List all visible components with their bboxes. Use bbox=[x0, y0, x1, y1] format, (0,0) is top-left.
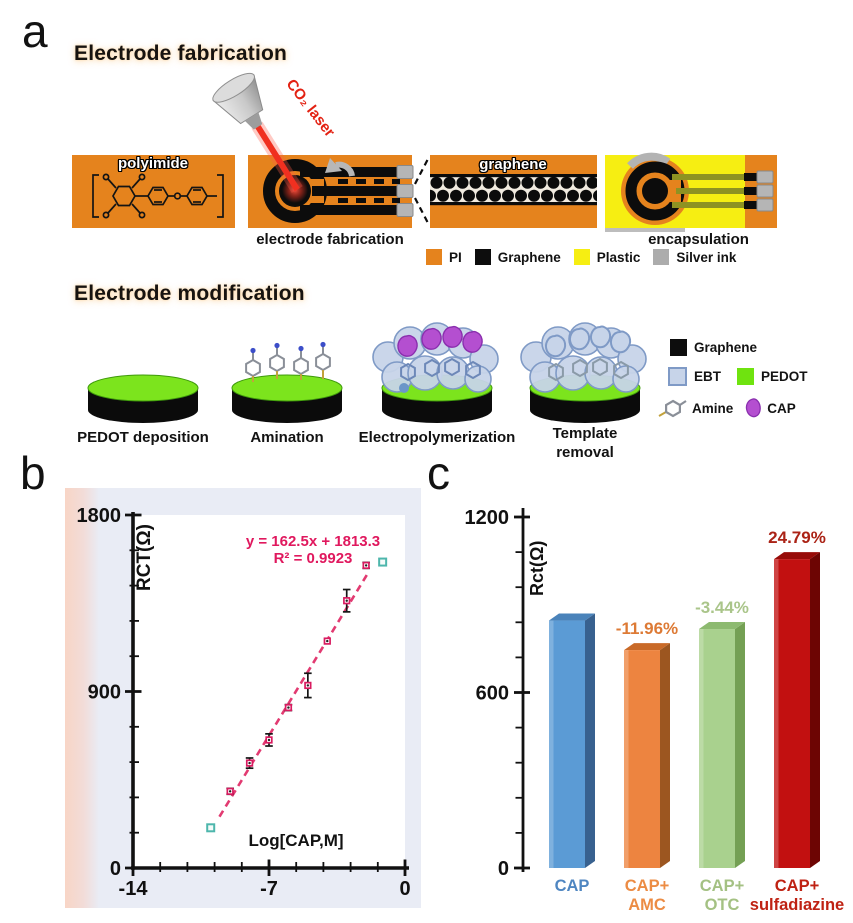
template-removal-disk bbox=[520, 322, 647, 423]
graphene-label: graphene bbox=[479, 156, 547, 173]
electrode-scribing-panel bbox=[248, 155, 414, 228]
fabrication-modification-graphics bbox=[72, 72, 777, 423]
b-y-axis-label: RCT(Ω) bbox=[134, 524, 155, 591]
c-y-axis-label: Rct(Ω) bbox=[527, 540, 547, 596]
silver-ink-swatch-icon bbox=[653, 249, 670, 265]
bar-face bbox=[774, 559, 810, 868]
legend-item-pi: PI bbox=[426, 249, 462, 265]
dot bbox=[399, 383, 409, 393]
pi-swatch-icon bbox=[426, 249, 442, 265]
svg-text:-7: -7 bbox=[260, 878, 278, 900]
fit-equation: y = 162.5x + 1813.3 R² = 0.9923 bbox=[232, 533, 394, 567]
empty-cap-cavities bbox=[545, 325, 632, 358]
b-x-axis-label: Log[CAP,M] bbox=[248, 831, 344, 850]
template-removal-label: Template removal bbox=[552, 425, 618, 461]
bar-face bbox=[549, 620, 585, 868]
co2-laser-icon bbox=[212, 72, 303, 194]
interference-bar-chart: 06001200CAP-11.96%CAP+AMC-3.44%CAP+OTC24… bbox=[465, 507, 845, 914]
pedot-deposition-label: PEDOT deposition bbox=[77, 429, 209, 446]
modification-legend: Graphene EBT PEDOT Amine CAP bbox=[656, 339, 808, 430]
legend-item-silver-ink: Silver ink bbox=[653, 249, 736, 265]
svg-text:CAP+: CAP+ bbox=[700, 877, 744, 895]
template-stems bbox=[400, 357, 481, 382]
encapsulation-panel bbox=[605, 152, 777, 232]
polyimide-structure bbox=[92, 173, 224, 219]
calibration-scatter-chart: 0 900 1800 -14 -7 0 bbox=[65, 488, 421, 908]
fabrication-legend: PI Graphene Plastic Silver ink bbox=[426, 249, 736, 265]
polyimide-label: polyimide bbox=[117, 155, 188, 172]
plastic-swatch-icon bbox=[573, 249, 590, 265]
bar-side bbox=[585, 613, 595, 868]
pedot-deposition-disk bbox=[87, 374, 199, 423]
svg-text:CAP+: CAP+ bbox=[625, 877, 669, 895]
svg-text:24.79%: 24.79% bbox=[768, 528, 826, 547]
legend-item-pedot: PEDOT bbox=[737, 368, 808, 385]
rotation-arrow-icon bbox=[335, 161, 355, 177]
svg-text:0: 0 bbox=[110, 858, 121, 880]
amination-label: Amination bbox=[250, 429, 324, 446]
graphene-swatch-icon bbox=[670, 339, 687, 356]
electropolymerization-label: Electropolymerization bbox=[358, 429, 516, 446]
outlier-point bbox=[206, 823, 216, 833]
bar-top bbox=[699, 622, 745, 630]
bar-side bbox=[810, 552, 820, 868]
cap-molecules bbox=[397, 325, 483, 357]
fit-equation-line1: y = 162.5x + 1813.3 bbox=[245, 533, 381, 550]
bar-face bbox=[624, 650, 660, 868]
legend-item-plastic: Plastic bbox=[573, 249, 640, 265]
panel-b-letter: b bbox=[20, 447, 46, 499]
legend-item-ebt: EBT bbox=[668, 367, 721, 386]
svg-text:-14: -14 bbox=[119, 878, 149, 900]
electrode-fabrication-caption: electrode fabrication bbox=[256, 231, 404, 248]
svg-text:AMC: AMC bbox=[628, 896, 666, 914]
bar-top bbox=[624, 643, 670, 651]
svg-text:OTC: OTC bbox=[705, 896, 740, 914]
polyimide-panel bbox=[72, 155, 235, 228]
graphene-swatch-icon bbox=[474, 249, 491, 265]
outlier-point bbox=[378, 557, 388, 567]
legend-item-cap: CAP bbox=[745, 397, 796, 419]
bar-top bbox=[549, 613, 595, 621]
fabrication-title: Electrode fabrication bbox=[74, 42, 288, 65]
svg-text:CAP+: CAP+ bbox=[775, 877, 819, 895]
svg-text:1800: 1800 bbox=[77, 505, 122, 527]
svg-text:0: 0 bbox=[399, 878, 410, 900]
modification-title: Electrode modification bbox=[74, 282, 305, 305]
svg-text:600: 600 bbox=[476, 683, 509, 705]
legend-item-amine: Amine bbox=[656, 397, 733, 419]
panel-c-letter: c bbox=[427, 447, 450, 499]
zoom-connector-lines bbox=[414, 156, 430, 226]
encapsulation-caption: encapsulation bbox=[648, 231, 749, 248]
graphene-panel bbox=[430, 155, 597, 228]
legend-item-graphene: Graphene bbox=[474, 249, 561, 265]
template-stems bbox=[548, 357, 629, 382]
ebt-swatch-icon bbox=[668, 367, 687, 386]
bar-side bbox=[735, 622, 745, 868]
svg-text:-3.44%: -3.44% bbox=[695, 598, 749, 617]
bar-top bbox=[774, 552, 820, 560]
bar-side bbox=[660, 643, 670, 868]
svg-text:0: 0 bbox=[498, 858, 509, 880]
electropolymerization-disk bbox=[372, 322, 499, 423]
bar-face bbox=[699, 629, 735, 868]
cap-icon bbox=[746, 397, 762, 417]
legend-item-graphene2: Graphene bbox=[670, 339, 757, 356]
svg-text:900: 900 bbox=[88, 682, 121, 704]
svg-text:-11.96%: -11.96% bbox=[616, 619, 678, 638]
amination-disk bbox=[231, 341, 343, 423]
svg-text:CAP: CAP bbox=[555, 877, 590, 895]
svg-text:sulfadiazine: sulfadiazine bbox=[750, 896, 844, 914]
pedot-swatch-icon bbox=[737, 368, 754, 385]
panel-a-letter: a bbox=[22, 5, 48, 57]
fit-r2: R² = 0.9923 bbox=[273, 550, 353, 567]
amine-icon bbox=[658, 399, 687, 418]
amine-molecules bbox=[245, 341, 331, 382]
svg-text:1200: 1200 bbox=[465, 507, 510, 529]
